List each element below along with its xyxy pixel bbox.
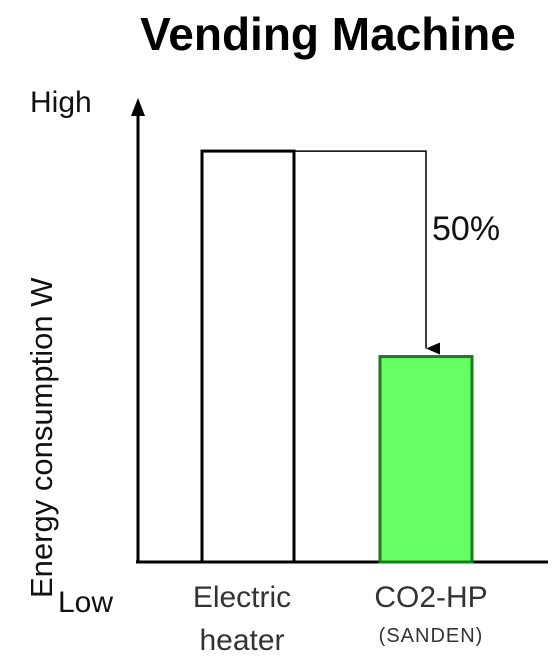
- bar-co2-hp: [378, 355, 474, 564]
- y-low-label: Low: [58, 586, 113, 619]
- y-axis-arrow-icon: [131, 98, 145, 116]
- y-axis-label: Energy consumption W: [24, 277, 59, 598]
- category-label-co2hp-line2: (SANDEN): [379, 625, 484, 647]
- y-high-label: High: [30, 86, 92, 119]
- reduction-annotation: 50%: [432, 210, 500, 248]
- chart-title: Vending Machine: [140, 8, 516, 60]
- category-label-co2hp-line1: CO2-HP: [374, 581, 487, 614]
- category-label-electric-line2: heater: [199, 624, 284, 657]
- reduction-arrow: [294, 150, 440, 355]
- bar-electric-heater: [200, 149, 296, 564]
- category-label-electric-line1: Electric: [193, 581, 291, 614]
